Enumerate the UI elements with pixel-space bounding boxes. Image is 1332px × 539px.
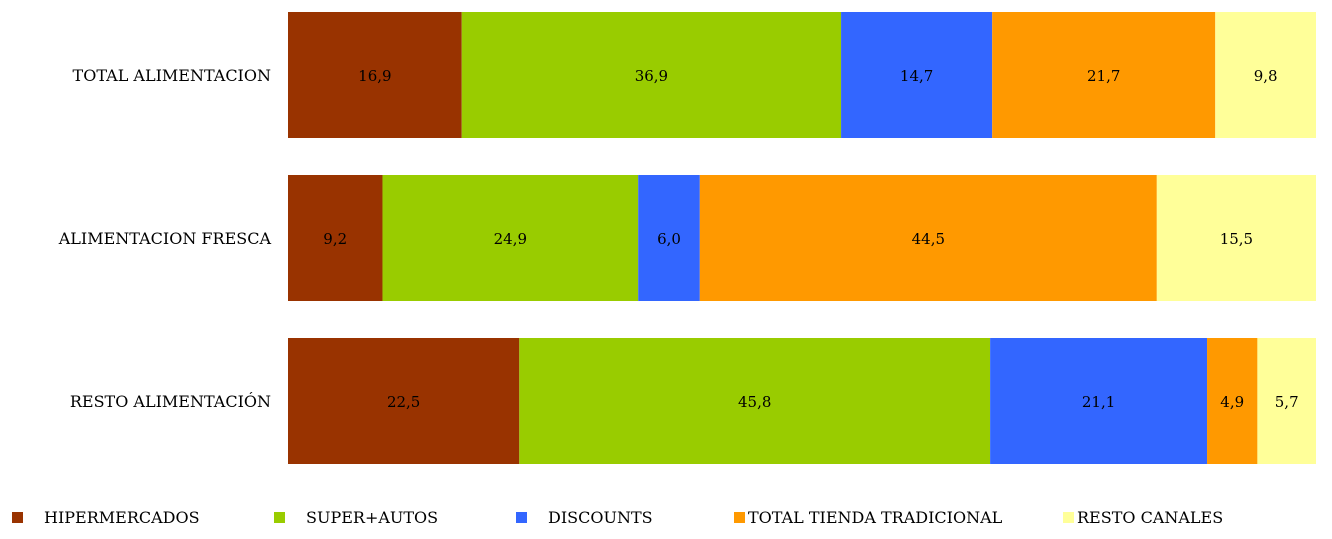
bar-segment — [519, 338, 991, 464]
data-label: 22,5 — [387, 393, 420, 411]
data-label: 21,7 — [1087, 67, 1120, 85]
category-label: ALIMENTACION FRESCA — [58, 229, 272, 248]
data-label: 44,5 — [912, 230, 945, 248]
data-label: 21,1 — [1082, 393, 1115, 411]
bar-segment — [841, 12, 993, 138]
bars-group: 16,9 36,9 14,7 21,7 9,8 9,2 24,9 6,0 44,5 15,5 22,… — [288, 12, 1316, 464]
legend-label: SUPER+AUTOS — [306, 508, 438, 527]
data-label: 4,9 — [1220, 393, 1244, 411]
bar-segment — [990, 338, 1208, 464]
bar-segment — [1257, 338, 1316, 464]
data-label: 9,8 — [1254, 67, 1278, 85]
data-label: 9,2 — [323, 230, 347, 248]
data-label: 6,0 — [657, 230, 681, 248]
legend-swatch — [1063, 512, 1074, 523]
bar-segment — [1156, 175, 1316, 301]
bar-segment — [638, 175, 700, 301]
bar-segment — [288, 175, 383, 301]
legend-label: HIPERMERCADOS — [44, 508, 200, 527]
data-label: 15,5 — [1220, 230, 1253, 248]
legend: HIPERMERCADOS SUPER+AUTOS DISCOUNTS TOTAL T… — [12, 508, 1223, 527]
bar-segment — [288, 338, 520, 464]
category-label: TOTAL ALIMENTACION — [73, 66, 271, 85]
bar-segment — [461, 12, 842, 138]
bar-segment — [382, 175, 639, 301]
data-label: 16,9 — [358, 67, 391, 85]
category-labels: TOTAL ALIMENTACION ALIMENTACION FRESCA RES… — [58, 66, 272, 411]
bar-segment — [992, 12, 1216, 138]
legend-label: DISCOUNTS — [548, 508, 653, 527]
legend-swatch — [274, 512, 285, 523]
legend-swatch — [516, 512, 527, 523]
data-label: 36,9 — [635, 67, 668, 85]
data-label: 45,8 — [738, 393, 771, 411]
bar-segment — [1215, 12, 1316, 138]
bar-segment — [288, 12, 462, 138]
legend-label: RESTO CANALES — [1077, 508, 1223, 527]
bar-segment — [1207, 338, 1258, 464]
legend-swatch — [734, 512, 745, 523]
legend-swatch — [12, 512, 23, 523]
legend-label: TOTAL TIENDA TRADICIONAL — [748, 508, 1003, 527]
data-label: 5,7 — [1275, 393, 1299, 411]
data-label: 24,9 — [494, 230, 527, 248]
data-label: 14,7 — [900, 67, 933, 85]
bar-segment — [699, 175, 1157, 301]
category-label: RESTO ALIMENTACIÓN — [70, 391, 271, 411]
